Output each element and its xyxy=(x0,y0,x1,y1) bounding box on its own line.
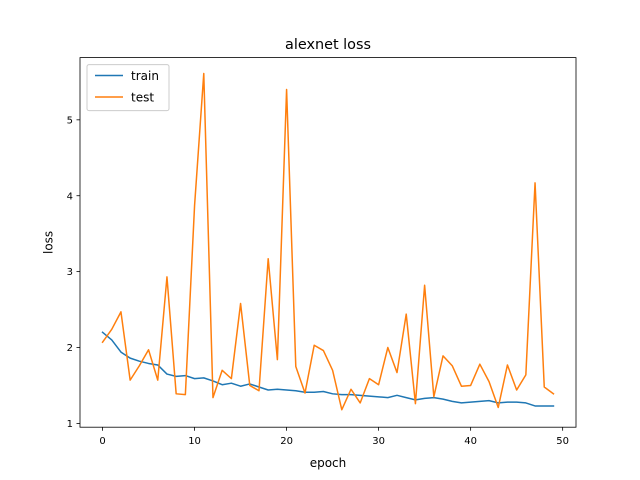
x-tick-label: 30 xyxy=(372,436,385,447)
legend-label-train: train xyxy=(131,69,159,83)
x-tick-label: 0 xyxy=(99,436,105,447)
plot-frame xyxy=(79,57,577,428)
x-tick-label: 20 xyxy=(280,436,293,447)
x-tick-label: 10 xyxy=(188,436,201,447)
chart-title: alexnet loss xyxy=(285,37,371,53)
y-tick-label: 4 xyxy=(67,191,73,202)
series-line-train xyxy=(101,331,555,407)
x-axis-ticks: 0 10 20 30 40 50 xyxy=(99,427,569,447)
y-tick-label: 3 xyxy=(67,267,73,278)
legend: train test xyxy=(86,64,170,112)
x-axis-label: epoch xyxy=(310,456,347,470)
x-tick-label: 40 xyxy=(464,436,477,447)
plot-area xyxy=(80,57,576,428)
y-tick-label: 5 xyxy=(67,115,73,126)
legend-label-test: test xyxy=(131,91,154,105)
series-line-test xyxy=(101,72,555,411)
y-axis-ticks: 1 2 3 4 5 xyxy=(67,115,80,430)
x-tick-label: 50 xyxy=(556,436,569,447)
y-tick-label: 1 xyxy=(67,419,73,430)
series-layer xyxy=(101,72,555,411)
y-tick-label: 2 xyxy=(67,343,73,354)
y-axis-label: loss xyxy=(42,231,56,254)
